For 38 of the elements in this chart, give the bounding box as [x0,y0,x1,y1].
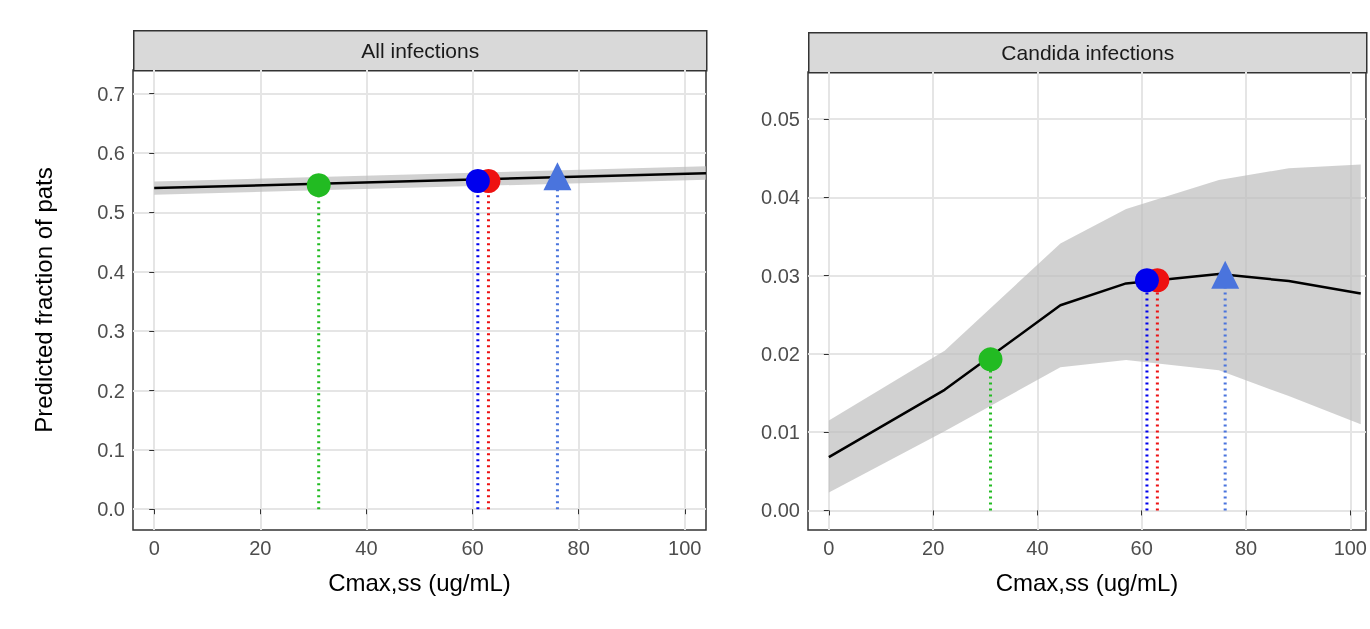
x-tick-label: 60 [1130,537,1153,559]
y-tick-label: 0.01 [761,421,800,444]
y-tick-label: 0.7 [97,82,125,105]
x-tick-label: 0 [823,537,835,559]
x-tick-label: 100 [668,537,702,559]
y-tick-label: 0.05 [761,107,800,130]
point [978,347,1003,372]
y-tick-label: 0.6 [97,142,125,165]
point [465,169,490,193]
x-tick-label: 20 [249,537,272,559]
x-tick-label: 100 [1333,537,1367,559]
x-tick-label: 80 [1234,537,1258,559]
y-tick-label: 0.1 [97,438,125,461]
y-tick-label: 0.2 [97,379,125,402]
y-tick-label: 0.03 [761,264,800,287]
x-tick-label: 60 [461,537,484,559]
x-axis-title: Cmax,ss (ug/mL) [995,568,1179,596]
point [306,173,331,198]
y-axis-title: Predicted fraction of pats [29,167,57,433]
x-tick-label: 80 [567,537,590,559]
y-tick-label: 0.3 [97,320,125,343]
y-tick-label: 0.04 [761,186,800,209]
point [1134,268,1159,293]
y-tick-label: 0.4 [97,260,125,283]
y-tick-label: 0.00 [761,499,800,522]
chart-title: Candida infections [1001,41,1175,65]
x-tick-label: 40 [355,537,378,559]
x-axis-title: Cmax,ss (ug/mL) [328,568,511,596]
chart-title: All infections [361,39,480,63]
x-tick-label: 0 [148,537,160,559]
y-tick-label: 0.02 [761,342,800,365]
x-tick-label: 20 [922,537,945,559]
x-tick-label: 40 [1026,537,1049,559]
point [1211,260,1240,289]
point [543,162,572,191]
y-tick-label: 0.0 [97,498,125,521]
line-series [827,272,1362,459]
y-tick-label: 0.5 [97,201,125,224]
